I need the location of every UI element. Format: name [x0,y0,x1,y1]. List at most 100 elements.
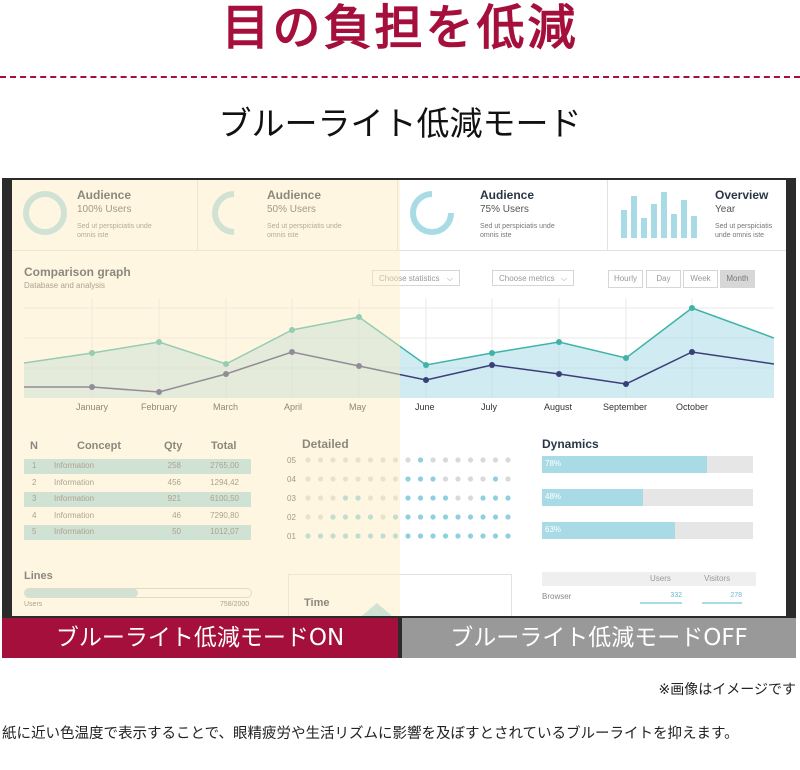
month-label: February [141,402,178,412]
matrix-dot [342,457,349,463]
matrix-dot [442,514,449,520]
matrix-dot [442,457,449,463]
table-row: 5 Information 50 1012,07 [24,525,251,540]
matrix-dot [442,495,449,501]
table-row: 2 Information 456 1294,42 [24,476,251,491]
matrix-dot [330,476,336,482]
period-month-button[interactable]: Month [720,270,755,288]
matrix-dot [430,476,436,482]
level-label: 05 [287,456,296,465]
card-title: Overview [715,188,769,202]
browser-visitors-bar [702,602,742,604]
choose-statistics-select[interactable]: Choose statistics ⌵ [372,270,460,286]
matrix-dot [455,495,461,501]
matrix-dot [467,495,474,501]
users-column: Users [650,574,671,583]
matrix-dot [480,495,486,501]
browser-users-bar [640,602,682,604]
matrix-dot [455,514,461,520]
cell-qty: 50 [172,527,181,536]
series-b-line [24,351,774,393]
cell-qty: 921 [167,494,181,503]
month-label: July [481,402,498,412]
table-row: 1 Information 258 2765,00 [24,459,251,474]
comparison-subtitle: Database and analysis [24,281,105,290]
audience-card-3: Audience 75% Users Sed ut perspiciatis u… [397,180,608,251]
matrix-dot [405,495,411,501]
time-title: Time [304,597,330,609]
audience-card-2: Audience 50% Users Sed ut perspiciatis u… [197,180,398,251]
cell-concept: Information [54,478,95,487]
matrix-dot [317,514,324,520]
select-label: Choose statistics [379,274,440,283]
overview-bars-icon [621,192,697,238]
matrix-dot [480,476,486,482]
lines-value: 758/2000 [220,601,250,608]
choose-metrics-select[interactable]: Choose metrics ⌵ [492,270,574,286]
matrix-dot [330,495,336,501]
matrix-dot [355,495,361,501]
cell-qty: 258 [167,461,181,470]
matrix-dot [442,533,449,539]
card-title: Audience [77,188,132,202]
banner-mode-off: ブルーライト低減モードOFF [402,618,796,658]
matrix-dot [455,457,461,463]
matrix-dot [430,514,436,520]
matrix-dot [317,533,324,539]
matrix-dot [405,457,411,463]
level-label: 02 [287,513,296,522]
overview-card: Overview Year Sed ut perspiciatis unde o… [607,180,786,251]
matrix-dot [492,495,499,501]
browser-visitors-value: 278 [730,592,742,599]
donut-100-icon [23,191,67,235]
matrix-dot [492,533,499,539]
matrix-dot [480,533,486,539]
matrix-dot [430,533,436,539]
period-hourly-button[interactable]: Hourly [608,270,643,288]
banner-mode-on: ブルーライト低減モードON [2,618,398,658]
matrix-dot [367,533,374,539]
matrix-dot [367,457,374,463]
lines-label: Users [24,601,43,608]
month-label: October [676,402,709,412]
donut-75-icon [410,191,454,235]
matrix-dot [330,457,336,463]
browser-users-value: 332 [670,592,682,599]
browser-header: Users Visitors [542,572,756,586]
matrix-dot [505,495,511,501]
description-text: 紙に近い色温度で表示することで、眼精疲労や生活リズムに影響を及ぼすとされているブ… [2,726,739,742]
card-subtitle: Year [715,204,736,215]
period-week-button[interactable]: Week [683,270,718,288]
matrix-dot [405,476,411,482]
matrix-dot [317,457,324,463]
matrix-dot [430,457,436,463]
month-label: June [415,402,435,412]
table-header-concept: Concept [77,440,121,452]
level-label: 03 [287,494,296,503]
matrix-dot [305,476,311,482]
period-day-button[interactable]: Day [646,270,681,288]
matrix-dot [505,533,511,539]
card-subtitle: 75% Users [480,204,529,215]
matrix-dot [305,495,311,501]
matrix-dot [380,495,386,501]
image-note: ※画像はイメージです [658,682,796,698]
table-header-n: N [30,440,38,452]
lines-title: Lines [24,570,53,582]
cell-n: 4 [32,511,37,520]
detailed-title: Detailed [302,437,349,451]
dynamics-fill [542,522,675,539]
cell-qty: 456 [167,478,181,487]
select-label: Choose metrics [499,274,555,283]
matrix-dot [305,514,311,520]
matrix-dot [380,476,386,482]
matrix-dot [417,457,424,463]
matrix-dot [417,476,424,482]
matrix-dot [492,476,499,482]
monitor-image: Audience 100% Users Sed ut perspiciatis … [2,178,796,658]
card-desc: Sed ut perspiciatis unde omnis iste [77,223,152,239]
matrix-dot [467,476,474,482]
matrix-dot [317,495,324,501]
matrix-dot [355,514,361,520]
matrix-dot [405,533,411,539]
